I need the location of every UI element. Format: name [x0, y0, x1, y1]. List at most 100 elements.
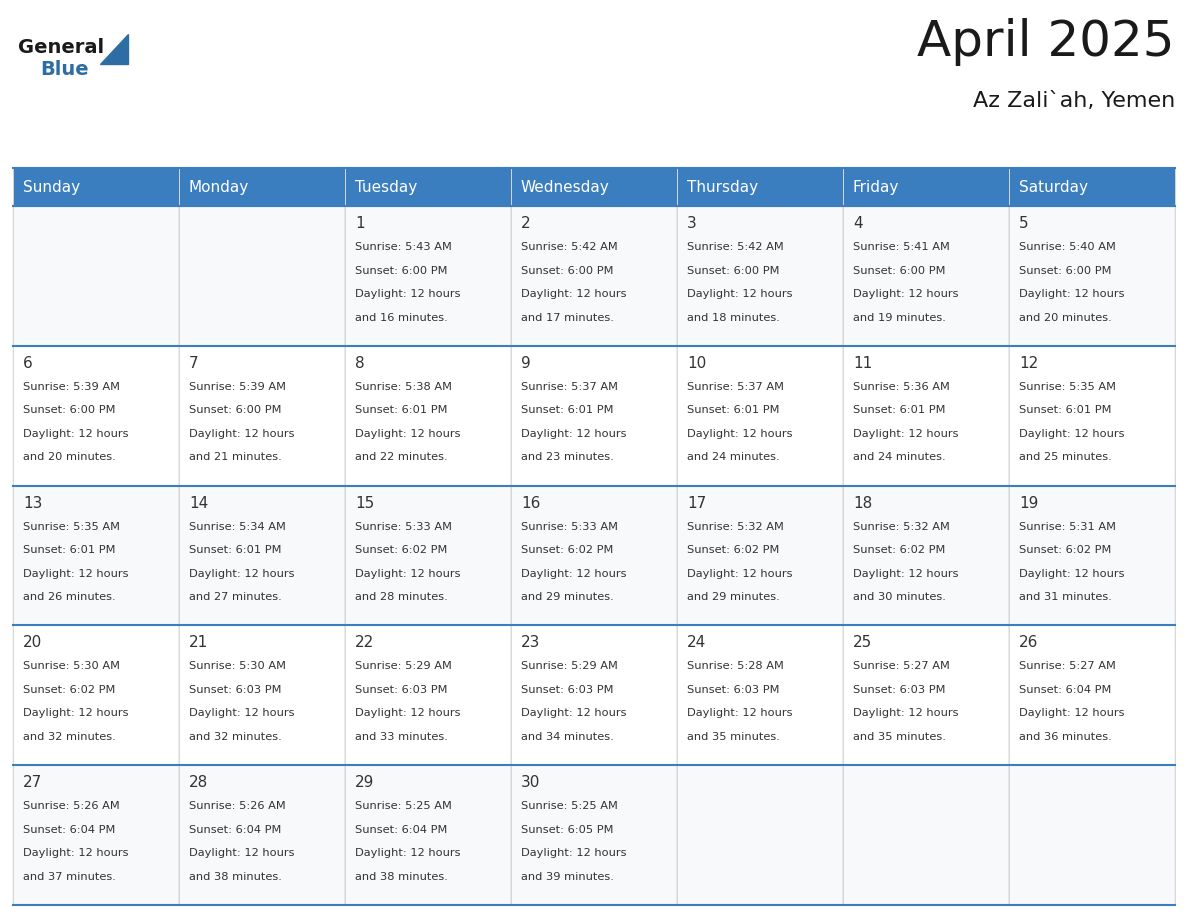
Text: Sunrise: 5:28 AM: Sunrise: 5:28 AM — [687, 661, 784, 671]
FancyBboxPatch shape — [511, 168, 677, 206]
Text: 5: 5 — [1019, 216, 1029, 231]
Text: Sunrise: 5:29 AM: Sunrise: 5:29 AM — [522, 661, 618, 671]
Text: and 29 minutes.: and 29 minutes. — [522, 592, 614, 602]
Text: Sunset: 6:02 PM: Sunset: 6:02 PM — [853, 545, 946, 555]
Text: Sunset: 6:02 PM: Sunset: 6:02 PM — [522, 545, 613, 555]
Text: Wednesday: Wednesday — [522, 180, 609, 195]
Text: Sunset: 6:04 PM: Sunset: 6:04 PM — [189, 824, 282, 834]
FancyBboxPatch shape — [843, 168, 1009, 206]
Text: Daylight: 12 hours: Daylight: 12 hours — [522, 429, 626, 439]
Text: and 17 minutes.: and 17 minutes. — [522, 312, 614, 322]
Text: Thursday: Thursday — [687, 180, 758, 195]
Text: Daylight: 12 hours: Daylight: 12 hours — [355, 289, 461, 299]
Text: 23: 23 — [522, 635, 541, 650]
FancyBboxPatch shape — [677, 168, 843, 206]
FancyBboxPatch shape — [677, 625, 843, 766]
FancyBboxPatch shape — [1009, 625, 1175, 766]
Text: Sunrise: 5:34 AM: Sunrise: 5:34 AM — [189, 521, 286, 532]
FancyBboxPatch shape — [345, 486, 511, 625]
Text: and 27 minutes.: and 27 minutes. — [189, 592, 282, 602]
FancyBboxPatch shape — [1009, 206, 1175, 346]
FancyBboxPatch shape — [13, 206, 179, 346]
Text: Sunset: 6:00 PM: Sunset: 6:00 PM — [189, 406, 282, 415]
Text: Sunrise: 5:43 AM: Sunrise: 5:43 AM — [355, 242, 451, 252]
Text: Sunrise: 5:33 AM: Sunrise: 5:33 AM — [522, 521, 618, 532]
Text: Daylight: 12 hours: Daylight: 12 hours — [522, 568, 626, 578]
FancyBboxPatch shape — [1009, 486, 1175, 625]
Text: 29: 29 — [355, 775, 374, 790]
Text: April 2025: April 2025 — [917, 18, 1175, 66]
Text: Sunrise: 5:32 AM: Sunrise: 5:32 AM — [853, 521, 950, 532]
Text: Sunset: 6:03 PM: Sunset: 6:03 PM — [522, 685, 613, 695]
Text: Sunrise: 5:30 AM: Sunrise: 5:30 AM — [189, 661, 286, 671]
Text: and 19 minutes.: and 19 minutes. — [853, 312, 946, 322]
Text: Daylight: 12 hours: Daylight: 12 hours — [189, 568, 295, 578]
Text: Sunrise: 5:40 AM: Sunrise: 5:40 AM — [1019, 242, 1116, 252]
Text: Daylight: 12 hours: Daylight: 12 hours — [1019, 429, 1125, 439]
Text: Sunrise: 5:39 AM: Sunrise: 5:39 AM — [23, 382, 120, 392]
Text: Sunset: 6:01 PM: Sunset: 6:01 PM — [189, 545, 282, 555]
FancyBboxPatch shape — [511, 346, 677, 486]
Text: and 20 minutes.: and 20 minutes. — [23, 453, 115, 463]
Text: and 24 minutes.: and 24 minutes. — [687, 453, 779, 463]
Text: Sunrise: 5:30 AM: Sunrise: 5:30 AM — [23, 661, 120, 671]
Text: Daylight: 12 hours: Daylight: 12 hours — [522, 848, 626, 858]
FancyBboxPatch shape — [345, 625, 511, 766]
FancyBboxPatch shape — [179, 168, 345, 206]
Text: Sunset: 6:01 PM: Sunset: 6:01 PM — [355, 406, 448, 415]
FancyBboxPatch shape — [677, 486, 843, 625]
Text: and 38 minutes.: and 38 minutes. — [189, 872, 282, 881]
Text: Sunrise: 5:29 AM: Sunrise: 5:29 AM — [355, 661, 451, 671]
Text: 19: 19 — [1019, 496, 1038, 510]
FancyBboxPatch shape — [345, 346, 511, 486]
Text: Sunrise: 5:32 AM: Sunrise: 5:32 AM — [687, 521, 784, 532]
Text: 30: 30 — [522, 775, 541, 790]
Text: and 35 minutes.: and 35 minutes. — [853, 732, 946, 742]
Text: 17: 17 — [687, 496, 706, 510]
Text: and 31 minutes.: and 31 minutes. — [1019, 592, 1112, 602]
Text: 7: 7 — [189, 356, 198, 371]
Text: and 30 minutes.: and 30 minutes. — [853, 592, 946, 602]
Text: Sunrise: 5:26 AM: Sunrise: 5:26 AM — [23, 801, 120, 812]
Text: and 37 minutes.: and 37 minutes. — [23, 872, 116, 881]
Text: 26: 26 — [1019, 635, 1038, 650]
Text: Sunset: 6:04 PM: Sunset: 6:04 PM — [23, 824, 115, 834]
Text: Daylight: 12 hours: Daylight: 12 hours — [23, 848, 128, 858]
Text: Sunrise: 5:33 AM: Sunrise: 5:33 AM — [355, 521, 451, 532]
FancyBboxPatch shape — [13, 766, 179, 905]
Text: Daylight: 12 hours: Daylight: 12 hours — [1019, 709, 1125, 719]
FancyBboxPatch shape — [13, 346, 179, 486]
Text: Daylight: 12 hours: Daylight: 12 hours — [522, 289, 626, 299]
Text: Sunrise: 5:31 AM: Sunrise: 5:31 AM — [1019, 521, 1116, 532]
FancyBboxPatch shape — [511, 486, 677, 625]
Text: and 24 minutes.: and 24 minutes. — [853, 453, 946, 463]
Text: Sunrise: 5:35 AM: Sunrise: 5:35 AM — [1019, 382, 1116, 392]
Text: Daylight: 12 hours: Daylight: 12 hours — [189, 709, 295, 719]
FancyBboxPatch shape — [511, 625, 677, 766]
Text: Daylight: 12 hours: Daylight: 12 hours — [687, 568, 792, 578]
Text: Daylight: 12 hours: Daylight: 12 hours — [687, 709, 792, 719]
Text: Daylight: 12 hours: Daylight: 12 hours — [189, 848, 295, 858]
Text: Sunrise: 5:37 AM: Sunrise: 5:37 AM — [687, 382, 784, 392]
Text: 14: 14 — [189, 496, 208, 510]
Text: and 33 minutes.: and 33 minutes. — [355, 732, 448, 742]
Text: Daylight: 12 hours: Daylight: 12 hours — [23, 709, 128, 719]
FancyBboxPatch shape — [1009, 766, 1175, 905]
FancyBboxPatch shape — [511, 206, 677, 346]
Text: Sunset: 6:00 PM: Sunset: 6:00 PM — [522, 265, 613, 275]
Text: Sunrise: 5:27 AM: Sunrise: 5:27 AM — [853, 661, 950, 671]
Text: Sunset: 6:02 PM: Sunset: 6:02 PM — [687, 545, 779, 555]
Text: and 28 minutes.: and 28 minutes. — [355, 592, 448, 602]
FancyBboxPatch shape — [677, 206, 843, 346]
FancyBboxPatch shape — [345, 766, 511, 905]
Text: Sunset: 6:02 PM: Sunset: 6:02 PM — [23, 685, 115, 695]
FancyBboxPatch shape — [843, 346, 1009, 486]
Text: Daylight: 12 hours: Daylight: 12 hours — [355, 709, 461, 719]
Text: 18: 18 — [853, 496, 872, 510]
Text: and 22 minutes.: and 22 minutes. — [355, 453, 448, 463]
Text: Daylight: 12 hours: Daylight: 12 hours — [853, 289, 959, 299]
Text: Daylight: 12 hours: Daylight: 12 hours — [23, 429, 128, 439]
Text: Daylight: 12 hours: Daylight: 12 hours — [355, 568, 461, 578]
Text: Sunset: 6:01 PM: Sunset: 6:01 PM — [1019, 406, 1112, 415]
Text: and 26 minutes.: and 26 minutes. — [23, 592, 115, 602]
